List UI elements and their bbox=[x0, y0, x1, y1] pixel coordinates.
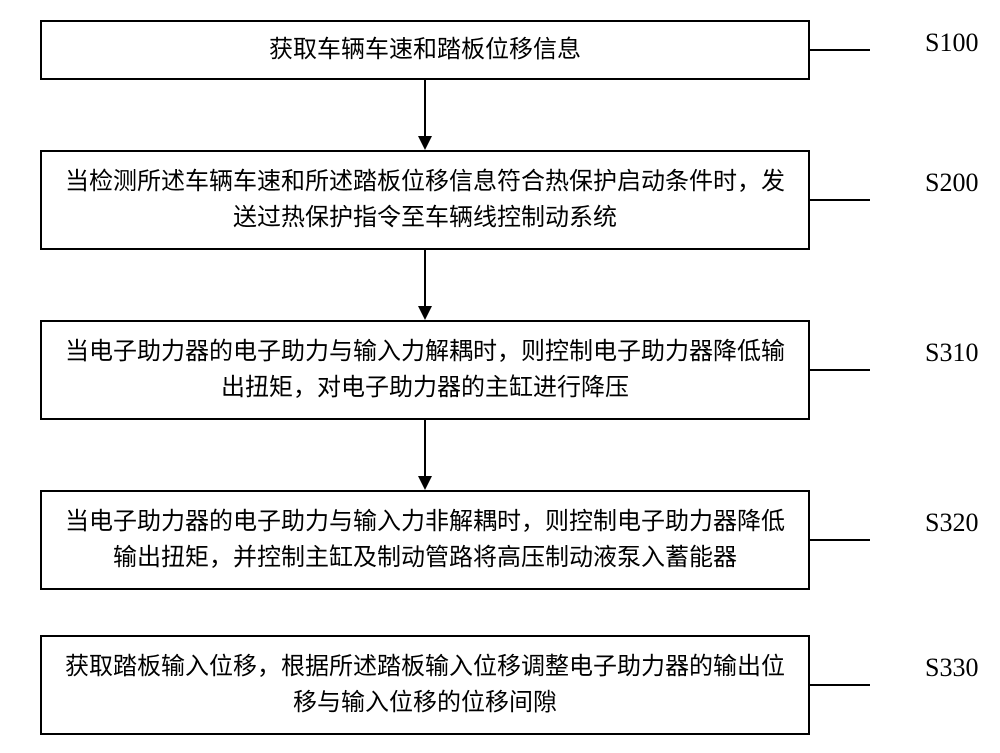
connector-s200 bbox=[810, 199, 870, 201]
flowchart-diagram: 获取车辆车速和踏板位移信息 S100 当检测所述车辆车速和所述踏板位移信息符合热… bbox=[0, 0, 1000, 753]
step-box-s330: 获取踏板输入位移，根据所述踏板输入位移调整电子助力器的输出位移与输入位移的位移间… bbox=[40, 635, 810, 735]
step-label-s100: S100 bbox=[925, 28, 978, 58]
step-text: 当检测所述车辆车速和所述踏板位移信息符合热保护启动条件时，发送过热保护指令至车辆… bbox=[54, 164, 796, 236]
arrow-head-3 bbox=[418, 476, 432, 490]
step-label-s310: S310 bbox=[925, 338, 978, 368]
step-label-s330: S330 bbox=[925, 653, 978, 683]
step-box-s100: 获取车辆车速和踏板位移信息 bbox=[40, 20, 810, 80]
step-text: 当电子助力器的电子助力与输入力解耦时，则控制电子助力器降低输出扭矩，对电子助力器… bbox=[54, 334, 796, 406]
step-text: 获取车辆车速和踏板位移信息 bbox=[269, 32, 581, 68]
step-label-s200: S200 bbox=[925, 168, 978, 198]
arrow-head-1 bbox=[418, 136, 432, 150]
arrow-line-1 bbox=[424, 80, 426, 138]
step-label-s320: S320 bbox=[925, 508, 978, 538]
connector-s100 bbox=[810, 49, 870, 51]
step-text: 获取踏板输入位移，根据所述踏板输入位移调整电子助力器的输出位移与输入位移的位移间… bbox=[54, 649, 796, 721]
step-box-s200: 当检测所述车辆车速和所述踏板位移信息符合热保护启动条件时，发送过热保护指令至车辆… bbox=[40, 150, 810, 250]
connector-s310 bbox=[810, 369, 870, 371]
step-box-s310: 当电子助力器的电子助力与输入力解耦时，则控制电子助力器降低输出扭矩，对电子助力器… bbox=[40, 320, 810, 420]
connector-s330 bbox=[810, 684, 870, 686]
arrow-line-3 bbox=[424, 420, 426, 478]
arrow-head-2 bbox=[418, 306, 432, 320]
step-box-s320: 当电子助力器的电子助力与输入力非解耦时，则控制电子助力器降低输出扭矩，并控制主缸… bbox=[40, 490, 810, 590]
connector-s320 bbox=[810, 539, 870, 541]
arrow-line-2 bbox=[424, 250, 426, 308]
step-text: 当电子助力器的电子助力与输入力非解耦时，则控制电子助力器降低输出扭矩，并控制主缸… bbox=[54, 504, 796, 576]
